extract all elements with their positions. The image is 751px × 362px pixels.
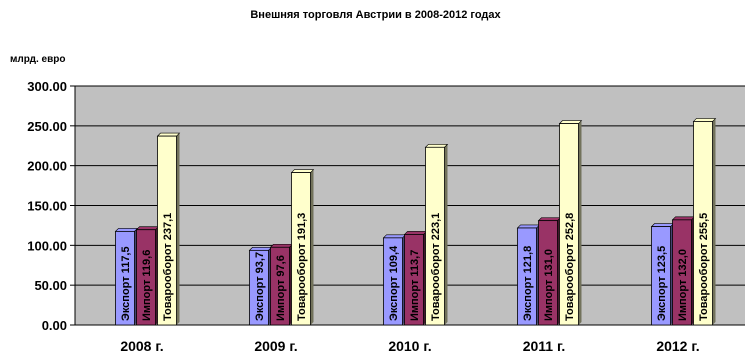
data-label: Товарооборот 255,5 [698,213,710,321]
bar-top [516,224,541,229]
data-label: Импорт 132,0 [677,249,689,321]
bar [517,227,537,326]
bar [115,230,135,326]
x-tick-label: 2012 г. [656,338,699,354]
bar [538,220,558,326]
bar [270,246,290,326]
bar-top [403,231,428,235]
data-label: Экспорт 121,8 [522,246,534,321]
bar-top [156,132,181,137]
bar-top [537,217,562,221]
bar [651,226,671,326]
bar [425,146,445,326]
data-label: Импорт 119,6 [141,250,153,321]
bar-top [135,226,160,231]
y-tick-label: 100.00 [27,238,67,253]
bar [249,249,269,326]
x-tick-label: 2009 г. [254,338,297,354]
y-tick-label: 300.00 [27,79,67,94]
data-label: Экспорт 93,7 [254,252,266,321]
bar-top [558,120,583,124]
bar [404,234,424,326]
y-axis-unit-label: млрд. евро [10,54,66,65]
data-label: Товарооборот 223,1 [430,213,442,321]
bar [383,237,403,326]
data-label: Экспорт 109,4 [388,245,400,321]
bar-top [692,118,717,122]
bar-top [290,169,315,173]
bar-top [424,143,449,148]
bar [693,121,713,326]
bar [291,172,311,326]
bar-side [578,120,582,326]
bar-top [248,247,273,251]
data-label: Товарооборот 237,1 [162,213,174,321]
data-label: Товарооборот 191,3 [296,213,308,321]
bar [157,135,177,326]
x-tick-label: 2008 г. [120,338,163,354]
data-label: Импорт 113,7 [409,250,421,321]
data-label: Экспорт 123,5 [656,246,668,321]
x-tick-label: 2010 г. [388,338,431,354]
bar-side [712,118,716,326]
y-tick-label: 200.00 [27,159,67,174]
bar [672,219,692,326]
bar-side [444,144,448,325]
bar-top [114,228,139,232]
data-label: Импорт 131,0 [543,249,555,321]
bar-side [176,133,180,325]
bar-top [650,223,675,227]
data-label: Импорт 97,6 [275,255,287,321]
y-tick-label: 50.00 [34,278,67,293]
bar-top [269,243,294,248]
data-label: Экспорт 117,5 [120,246,132,321]
y-tick-label: 250.00 [27,119,67,134]
bar [559,123,579,326]
data-label: Товарооборот 252,8 [564,213,576,321]
y-tick-label: 0.00 [42,318,67,333]
y-tick-label: 150.00 [27,199,67,214]
bar-side [310,169,314,325]
bar-top [671,216,696,221]
bar [136,229,156,326]
chart-title: Внешняя торговля Австрии в 2008-2012 год… [250,9,501,21]
x-tick-label: 2011 г. [523,338,566,354]
bar-top [382,234,407,239]
